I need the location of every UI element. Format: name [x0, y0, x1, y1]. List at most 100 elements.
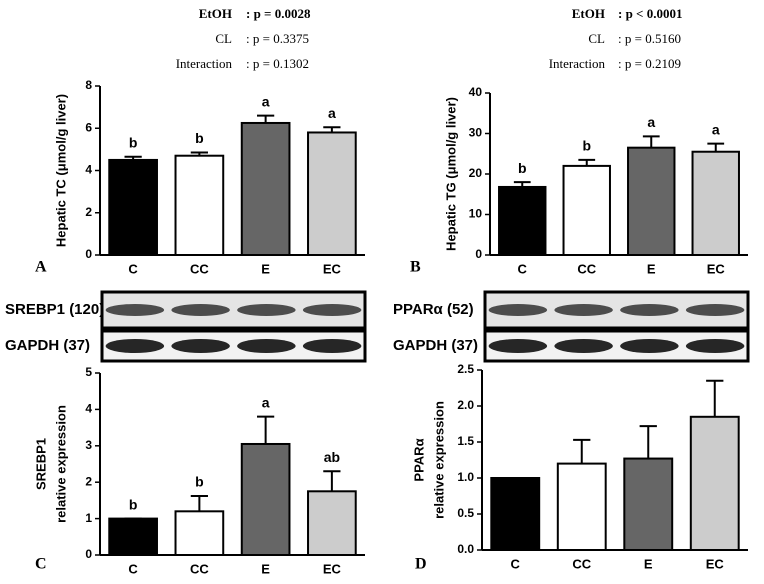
- y-axis-label: Hepatic TG (μmol/g liver): [443, 97, 458, 251]
- stat-p: : p < 0.0001: [618, 6, 682, 21]
- significance-letter: b: [195, 474, 204, 490]
- stat-p: : p = 0.2109: [618, 56, 681, 71]
- y-tick-label: 30: [469, 126, 483, 140]
- y-tick-label: 4: [85, 402, 92, 416]
- bar: [498, 185, 547, 257]
- blot-label: PPARα (52): [393, 301, 474, 318]
- x-tick-label: E: [261, 261, 270, 276]
- significance-letter: b: [518, 160, 527, 176]
- y-tick-label: 8: [85, 78, 92, 92]
- x-tick-label: C: [511, 556, 521, 571]
- blot-band: [685, 304, 745, 316]
- significance-letter: ab: [324, 449, 340, 465]
- stat-factor: Interaction: [549, 56, 606, 71]
- bar: [562, 164, 611, 256]
- stat-p: : p = 0.0028: [246, 6, 311, 21]
- bar: [307, 490, 357, 556]
- blot-band: [302, 304, 362, 316]
- blot-band: [237, 339, 296, 353]
- blot-band: [554, 304, 613, 316]
- blot-band: [171, 339, 230, 353]
- blot-band: [105, 304, 165, 316]
- y-tick-label: 1.5: [457, 434, 474, 448]
- blot-label: GAPDH (37): [5, 337, 90, 354]
- stat-factor: EtOH: [199, 6, 232, 21]
- x-tick-label: C: [128, 261, 138, 276]
- blot-label: GAPDH (37): [393, 337, 478, 354]
- bar: [174, 154, 225, 256]
- stat-p: : p = 0.5160: [618, 31, 681, 46]
- y-tick-label: 3: [85, 438, 92, 452]
- stat-factor: EtOH: [572, 6, 605, 21]
- significance-letter: a: [328, 105, 336, 121]
- bar: [623, 457, 674, 551]
- bar: [108, 517, 158, 556]
- significance-letter: a: [262, 394, 270, 410]
- x-tick-label: CC: [190, 261, 209, 276]
- bar: [307, 131, 357, 257]
- significance-letter: b: [129, 134, 138, 150]
- panel-label: D: [415, 556, 427, 573]
- x-tick-label: EC: [707, 261, 726, 276]
- x-tick-label: E: [644, 556, 653, 571]
- blot-band: [488, 339, 548, 353]
- blot-band: [620, 304, 679, 316]
- significance-letter: a: [712, 121, 720, 137]
- y-tick-label: 40: [469, 85, 483, 99]
- significance-letter: b: [129, 496, 138, 512]
- bar: [689, 415, 740, 551]
- blot-band: [554, 339, 613, 353]
- bar: [691, 150, 740, 257]
- panel-label: B: [410, 259, 421, 276]
- y-axis-label: relative expression: [431, 401, 446, 519]
- y-tick-label: 2.5: [457, 362, 474, 376]
- blot-band: [488, 304, 548, 316]
- y-tick-label: 0: [85, 547, 92, 561]
- y-tick-label: 20: [469, 166, 483, 180]
- y-tick-label: 0.0: [457, 542, 474, 556]
- x-tick-label: EC: [323, 261, 342, 276]
- blot-band: [105, 339, 165, 353]
- blot-band: [237, 304, 296, 316]
- y-tick-label: 2.0: [457, 398, 474, 412]
- y-tick-label: 5: [85, 365, 92, 379]
- bar: [490, 477, 541, 551]
- y-tick-label: 2: [85, 474, 92, 488]
- y-tick-label: 4: [85, 163, 92, 177]
- y-axis-label: Hepatic TC (μmol/g liver): [53, 94, 68, 247]
- x-tick-label: C: [128, 561, 138, 576]
- stat-p: : p = 0.3375: [246, 31, 309, 46]
- bar: [627, 146, 676, 256]
- x-tick-label: EC: [706, 556, 725, 571]
- stat-p: : p = 0.1302: [246, 56, 309, 71]
- y-tick-label: 1: [85, 511, 92, 525]
- x-tick-label: E: [647, 261, 656, 276]
- stat-factor: CL: [588, 31, 605, 46]
- bar: [174, 510, 225, 557]
- blot-label: SREBP1 (120): [5, 301, 104, 318]
- x-tick-label: E: [261, 561, 270, 576]
- y-tick-label: 0: [85, 247, 92, 261]
- significance-letter: b: [582, 138, 591, 154]
- y-axis-label: PPARα: [411, 438, 426, 481]
- y-tick-label: 1.0: [457, 470, 474, 484]
- blot-band: [685, 339, 745, 353]
- y-tick-label: 2: [85, 205, 92, 219]
- x-tick-label: CC: [572, 556, 591, 571]
- blot-band: [171, 304, 230, 316]
- x-tick-label: CC: [190, 561, 209, 576]
- x-tick-label: EC: [323, 561, 342, 576]
- significance-letter: a: [647, 114, 655, 130]
- y-tick-label: 0: [475, 247, 482, 261]
- y-tick-label: 6: [85, 120, 92, 134]
- y-tick-label: 10: [469, 207, 483, 221]
- panel-label: A: [35, 259, 47, 276]
- stat-factor: Interaction: [176, 56, 233, 71]
- significance-letter: b: [195, 130, 204, 146]
- bar: [240, 121, 291, 256]
- y-axis-label: SREBP1: [33, 438, 48, 490]
- y-tick-label: 0.5: [457, 506, 474, 520]
- blot-band: [620, 339, 679, 353]
- blot-band: [302, 339, 362, 353]
